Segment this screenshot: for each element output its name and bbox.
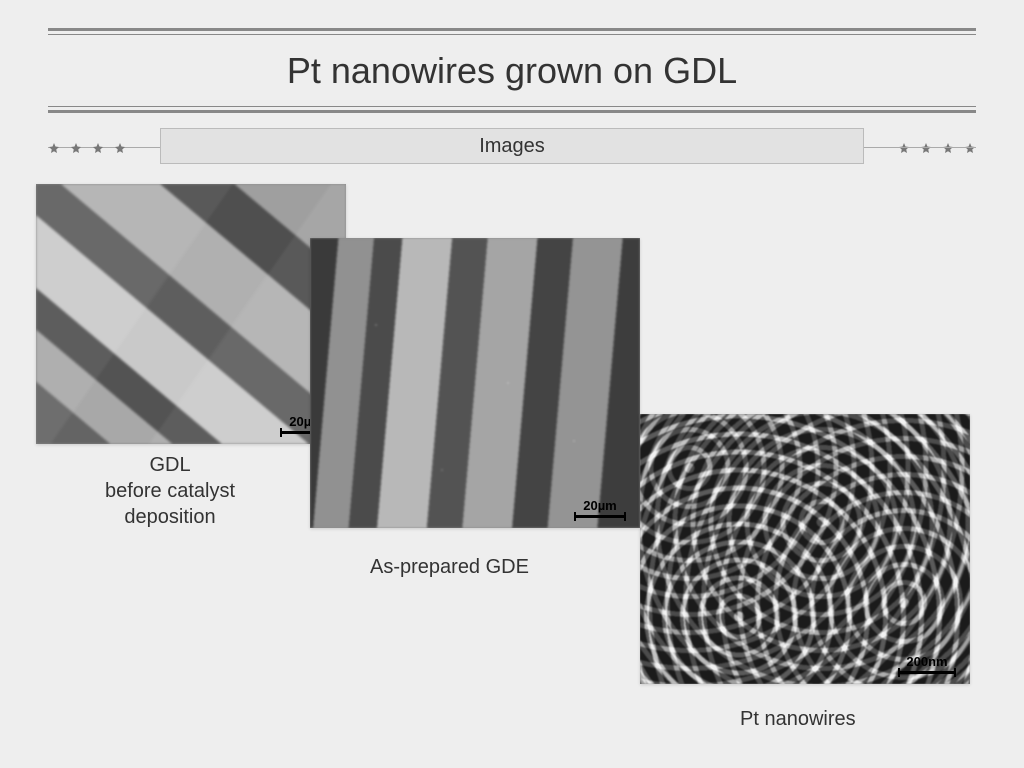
stars-left xyxy=(48,142,126,154)
title-underline-thick xyxy=(48,110,976,113)
scale-bar-line xyxy=(898,671,956,674)
scale-bar-label: 20µm xyxy=(583,498,617,513)
subtitle-box: Images xyxy=(160,128,864,164)
divider-right xyxy=(864,147,976,148)
header-rule-thick xyxy=(48,28,976,31)
star-icon xyxy=(48,142,60,154)
star-icon xyxy=(92,142,104,154)
star-icon xyxy=(942,142,954,154)
scale-bar-line xyxy=(574,515,626,518)
sem-texture xyxy=(36,184,346,444)
stars-right xyxy=(898,142,976,154)
scale-bar: 20µm xyxy=(574,498,626,518)
star-icon xyxy=(920,142,932,154)
header-rule-thin xyxy=(48,34,976,35)
sem-image-nanowires: 200nm xyxy=(640,414,970,684)
sem-texture xyxy=(640,414,970,684)
star-icon xyxy=(114,142,126,154)
star-icon xyxy=(70,142,82,154)
scale-bar: 200nm xyxy=(898,654,956,674)
caption-gde: As-prepared GDE xyxy=(370,556,529,579)
page-title: Pt nanowires grown on GDL xyxy=(0,50,1024,92)
scale-bar-label: 200nm xyxy=(906,654,947,669)
sem-texture xyxy=(310,238,640,528)
star-icon xyxy=(898,142,910,154)
star-icon xyxy=(964,142,976,154)
caption-gdl: GDLbefore catalystdeposition xyxy=(60,452,280,530)
title-underline-thin xyxy=(48,106,976,107)
caption-ptnw: Pt nanowires xyxy=(740,708,856,731)
subtitle-text: Images xyxy=(479,135,545,157)
sem-image-gde: 20µm xyxy=(310,238,640,528)
sem-image-gdl: 20µm xyxy=(36,184,346,444)
